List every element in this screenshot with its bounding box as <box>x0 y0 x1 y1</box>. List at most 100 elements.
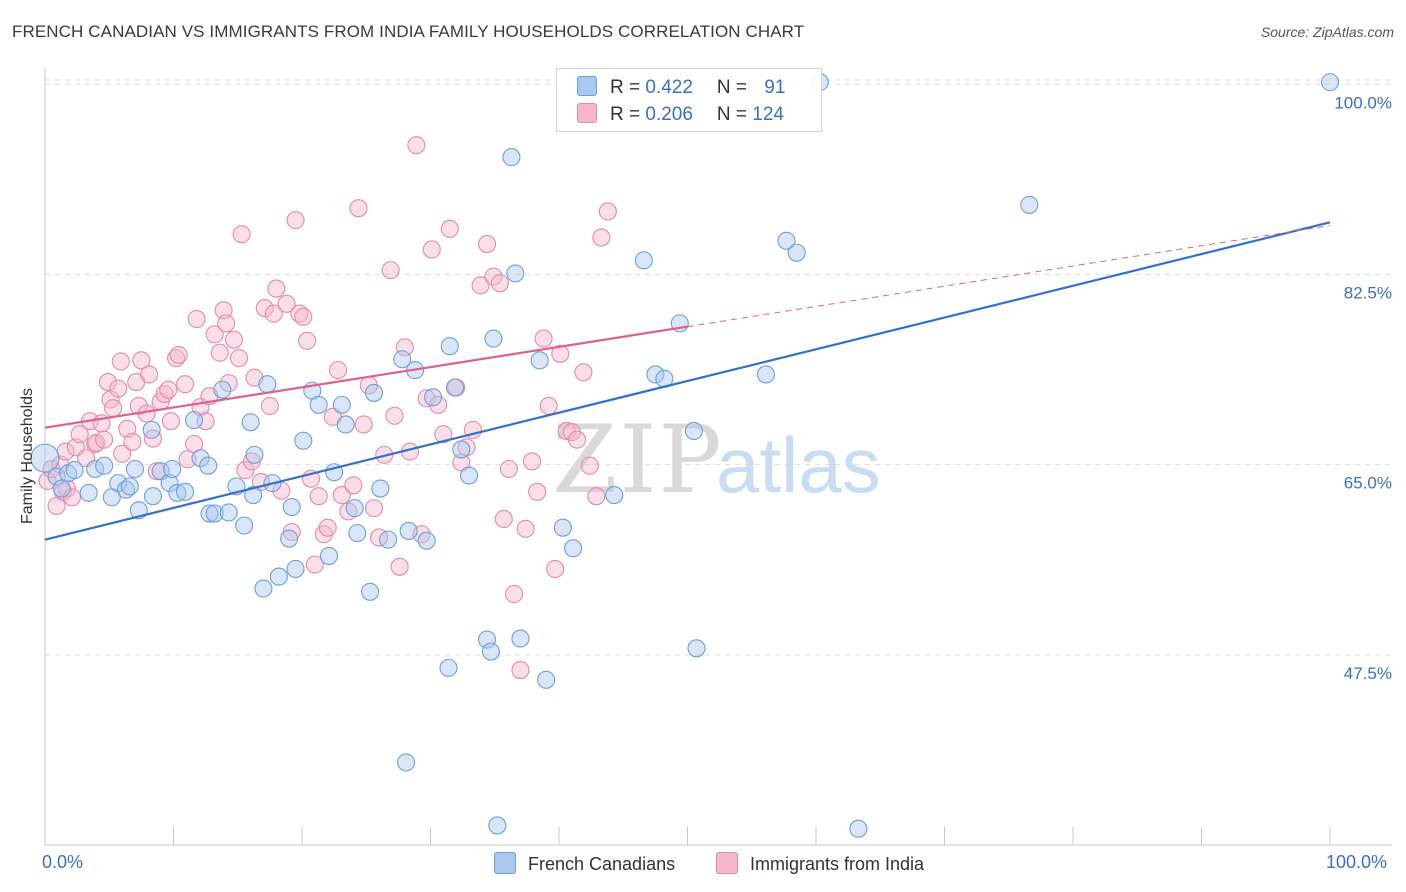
french-point <box>348 524 367 543</box>
french-point <box>185 411 204 430</box>
french-point <box>280 529 299 548</box>
india-point <box>395 338 414 357</box>
french-point <box>399 521 418 540</box>
french-point <box>286 559 305 579</box>
x-tick-label-min: 0.0% <box>42 852 84 872</box>
french-point <box>176 482 195 501</box>
india-point <box>196 412 215 431</box>
grid-layer <box>45 79 1392 656</box>
legend-r-value-india: 0.206 <box>645 104 693 125</box>
french-point <box>47 467 66 486</box>
india-point <box>178 450 197 469</box>
french-point <box>258 375 277 394</box>
french-point <box>79 483 98 502</box>
legend-swatch-french <box>577 76 597 96</box>
india-point <box>176 375 195 394</box>
y-tick-label: 82.5% <box>1344 283 1392 302</box>
x-tick-label-max: 100.0% <box>1326 852 1388 872</box>
french-point <box>364 383 384 402</box>
india-point <box>219 374 238 393</box>
french-point <box>488 816 507 835</box>
french-point <box>849 819 868 838</box>
india-point <box>161 412 180 431</box>
india-point <box>129 396 148 416</box>
bottom-legend-label-french: French Canadians <box>528 854 676 874</box>
india-point <box>516 519 535 538</box>
french-point <box>424 388 443 407</box>
french-point <box>684 421 703 441</box>
india-point <box>390 557 409 576</box>
y-tick-label: 100.0% <box>1334 93 1392 112</box>
french-point <box>477 630 497 649</box>
india-point <box>113 444 132 463</box>
india-point <box>298 331 317 350</box>
legend-r-label: R = <box>610 77 646 98</box>
india-point <box>318 518 337 537</box>
india-point <box>205 325 224 344</box>
french-point <box>336 415 355 434</box>
india-point <box>264 304 283 323</box>
india-point <box>104 399 123 418</box>
watermark-atlas: atlas <box>716 421 881 509</box>
series-french-points <box>30 73 1340 838</box>
india-point <box>123 432 142 451</box>
india-point <box>98 373 118 392</box>
french-point <box>787 243 806 262</box>
french-point <box>143 487 162 506</box>
legend-row-india: R = 0.206 N = 124 <box>577 103 784 127</box>
india-point <box>490 274 509 293</box>
india-point <box>169 345 188 364</box>
series-india-points <box>38 74 692 680</box>
axis-layer <box>44 68 1392 846</box>
india-point <box>504 584 524 604</box>
india-point <box>140 365 159 384</box>
french-point <box>125 459 144 479</box>
india-point <box>354 415 373 434</box>
french-point <box>142 420 161 439</box>
french-point <box>30 443 60 473</box>
french-point <box>687 639 706 658</box>
french-point <box>564 539 583 558</box>
french-point <box>379 530 398 549</box>
india-point <box>434 425 453 444</box>
french-point <box>371 479 390 498</box>
french-point <box>219 503 238 522</box>
legend-n-value-french: 91 <box>764 77 786 98</box>
french-point <box>393 350 412 369</box>
india-point <box>70 425 89 444</box>
french-point <box>245 445 264 464</box>
french-point <box>199 456 218 475</box>
french-point <box>440 337 459 356</box>
india-point <box>95 430 114 449</box>
french-point <box>439 658 458 677</box>
india-point <box>147 462 166 481</box>
india-point <box>267 279 286 298</box>
india-point <box>294 307 313 326</box>
india-point <box>277 294 296 313</box>
india-point <box>417 389 436 408</box>
india-point <box>286 211 305 230</box>
india-point <box>57 479 76 498</box>
french-point <box>213 380 232 399</box>
india-point <box>528 482 547 501</box>
india-point <box>592 228 611 247</box>
india-point <box>167 349 186 368</box>
french-point <box>634 251 653 270</box>
french-point <box>205 504 224 523</box>
trendline-india-extension <box>687 225 1331 328</box>
french-point <box>511 629 530 648</box>
india-point <box>229 349 249 368</box>
india-point <box>471 276 490 295</box>
french-point <box>484 329 503 348</box>
french-point <box>397 753 416 772</box>
legend-n-label: N = <box>716 104 753 125</box>
india-point <box>381 261 400 280</box>
french-point <box>65 461 84 480</box>
bottom-legend-swatch-french <box>494 852 516 874</box>
french-point <box>282 497 301 517</box>
india-point <box>522 452 542 471</box>
legend-swatch-india <box>577 103 597 123</box>
french-point <box>553 518 572 537</box>
french-point <box>109 474 128 493</box>
